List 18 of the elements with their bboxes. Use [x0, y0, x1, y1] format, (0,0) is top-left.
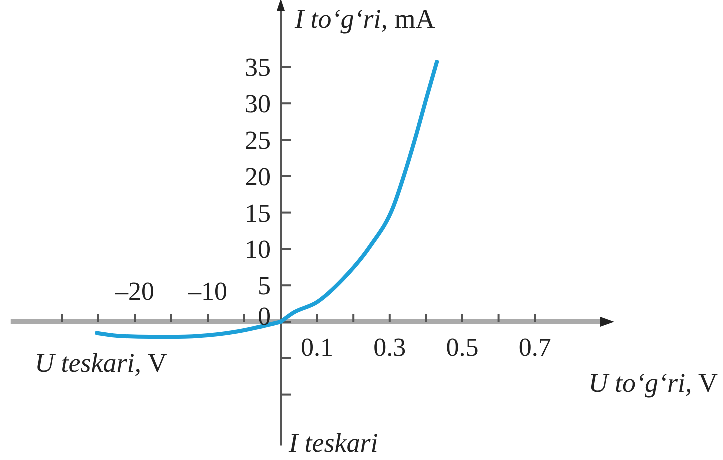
x-tick-label: –10 — [188, 277, 228, 306]
x-tick-label: 0.1 — [301, 333, 334, 362]
y-tick-label: 25 — [245, 126, 271, 155]
y-tick-label: 30 — [245, 90, 271, 119]
x-tick-label: 0.3 — [374, 333, 406, 362]
y-tick-label: 5 — [258, 272, 271, 301]
y-tick-label: 10 — [245, 235, 271, 264]
y-tick-label: 35 — [245, 53, 271, 82]
x-tick-label: 0.5 — [446, 333, 479, 362]
y-tick-label: 20 — [245, 162, 271, 192]
y-axis-title: I to‘g‘ri, mA — [294, 4, 436, 34]
x-tick-label: –20 — [114, 277, 154, 306]
y-tick-label: 15 — [245, 198, 271, 228]
x-tick-label: 0.7 — [518, 333, 552, 362]
y-tick-label: 0 — [258, 302, 271, 331]
x-axis-title: U to‘g‘ri, V — [588, 368, 718, 398]
x-axis-title: U teskari, V — [35, 348, 168, 378]
y-axis-title: I teskari — [288, 428, 378, 458]
